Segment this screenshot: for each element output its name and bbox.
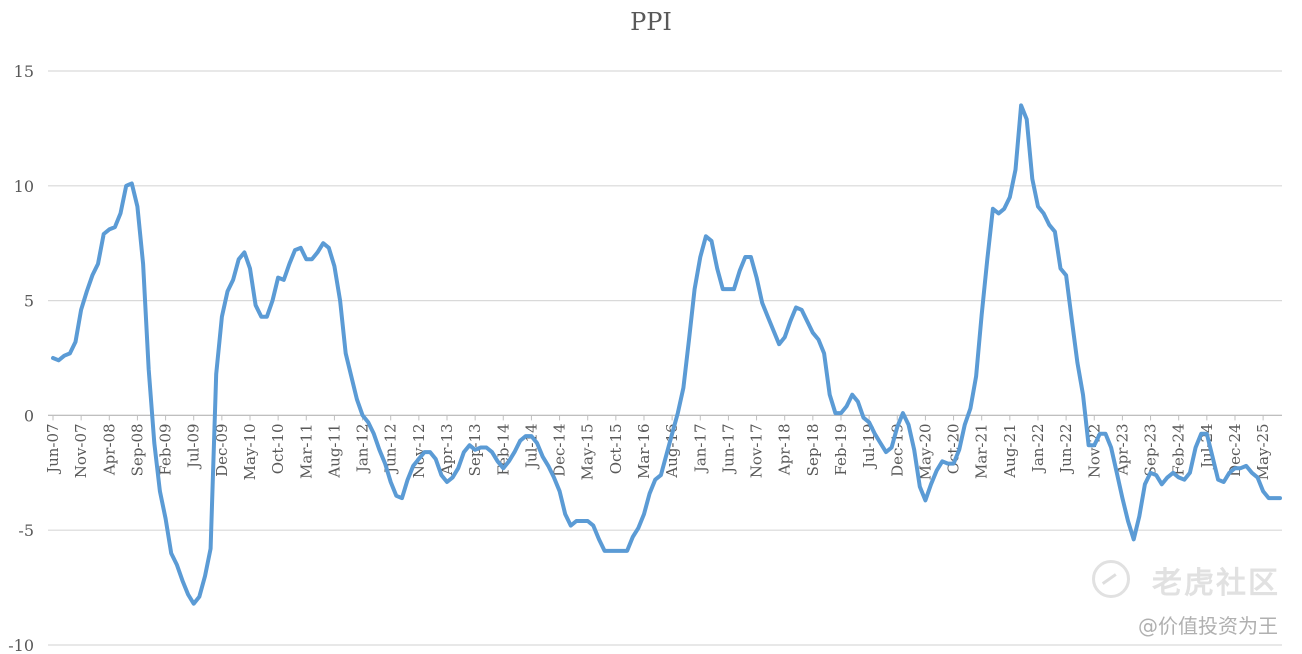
- x-tick-label: Jan-22: [1029, 423, 1047, 474]
- x-tick-label: Oct-20: [945, 423, 963, 474]
- gridlines: [48, 70, 1282, 646]
- y-tick-label: -10: [8, 636, 34, 654]
- x-tick-label: Mar-11: [297, 423, 315, 479]
- x-tick-label: Jul-19: [860, 423, 878, 470]
- x-tick-label: Nov-07: [72, 423, 90, 478]
- x-tick-label: Feb-09: [157, 423, 175, 475]
- x-tick-label: Sep-08: [128, 423, 146, 476]
- y-tick-label: -5: [18, 521, 34, 540]
- x-tick-label: Feb-24: [1170, 423, 1188, 475]
- x-tick-label: Dec-09: [213, 423, 231, 476]
- x-tick-label: Apr-08: [100, 423, 118, 476]
- series-lines: [51, 103, 1282, 606]
- x-tick-label: Oct-10: [269, 423, 287, 474]
- x-tick-label: Jun-22: [1057, 423, 1075, 475]
- x-tick-label: Aug-16: [663, 423, 681, 478]
- watermark-user: @价值投资为王: [1138, 614, 1278, 638]
- x-tick-label: Apr-18: [776, 423, 794, 476]
- x-tick-label: Jan-12: [354, 423, 372, 474]
- watermark-brand: 老虎社区: [1152, 566, 1280, 601]
- chart-title: PPI: [630, 8, 672, 36]
- x-tick-label: Feb-19: [832, 423, 850, 475]
- y-tick-label: 15: [14, 62, 34, 81]
- x-tick-label: Aug-21: [1001, 423, 1019, 478]
- x-tick-label: Oct-15: [607, 423, 625, 474]
- y-axis-tick-labels: -10 -5 0 5 10 15: [8, 62, 34, 654]
- x-tick-label: Jun-17: [719, 423, 737, 475]
- x-tick-label: Aug-11: [325, 423, 343, 478]
- x-tick-label: Mar-16: [635, 423, 653, 479]
- x-tick-label: Apr-13: [438, 423, 456, 476]
- x-tick-label: Nov-17: [748, 423, 766, 478]
- x-tick-label: Apr-23: [1113, 423, 1131, 476]
- y-tick-label: 0: [24, 406, 34, 425]
- x-tick-label: Jan-17: [691, 423, 709, 474]
- x-tick-label: May-15: [579, 423, 597, 480]
- x-tick-label: Sep-23: [1142, 423, 1160, 476]
- x-tick-label: Sep-18: [804, 423, 822, 476]
- x-tick-label: Jul-09: [185, 423, 203, 470]
- x-tick-label: May-20: [916, 423, 934, 480]
- x-tick-label: May-10: [241, 423, 259, 480]
- y-tick-label: 5: [24, 292, 34, 311]
- x-tick-label: Jun-07: [44, 423, 62, 475]
- x-axis: Jun-07 Nov-07 Apr-08 Sep-08 Feb-09 Jul-09 Dec-…: [44, 414, 1282, 480]
- x-tick-label: Dec-14: [551, 423, 569, 476]
- x-tick-label: Dec-24: [1226, 423, 1244, 476]
- ppi-series-line: [51, 103, 1282, 606]
- y-tick-label: 10: [14, 177, 34, 196]
- watermark-logo-icon: [1092, 560, 1130, 598]
- x-tick-label: Mar-21: [973, 423, 991, 479]
- x-tick-label: May-25: [1254, 423, 1272, 480]
